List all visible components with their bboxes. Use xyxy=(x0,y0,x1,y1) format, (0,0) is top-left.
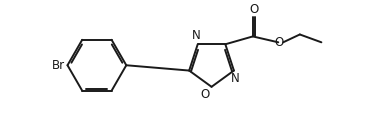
Text: N: N xyxy=(231,72,239,85)
Text: N: N xyxy=(192,29,201,42)
Text: O: O xyxy=(200,88,209,101)
Text: Br: Br xyxy=(51,59,65,72)
Text: O: O xyxy=(249,3,259,16)
Text: O: O xyxy=(275,36,284,49)
